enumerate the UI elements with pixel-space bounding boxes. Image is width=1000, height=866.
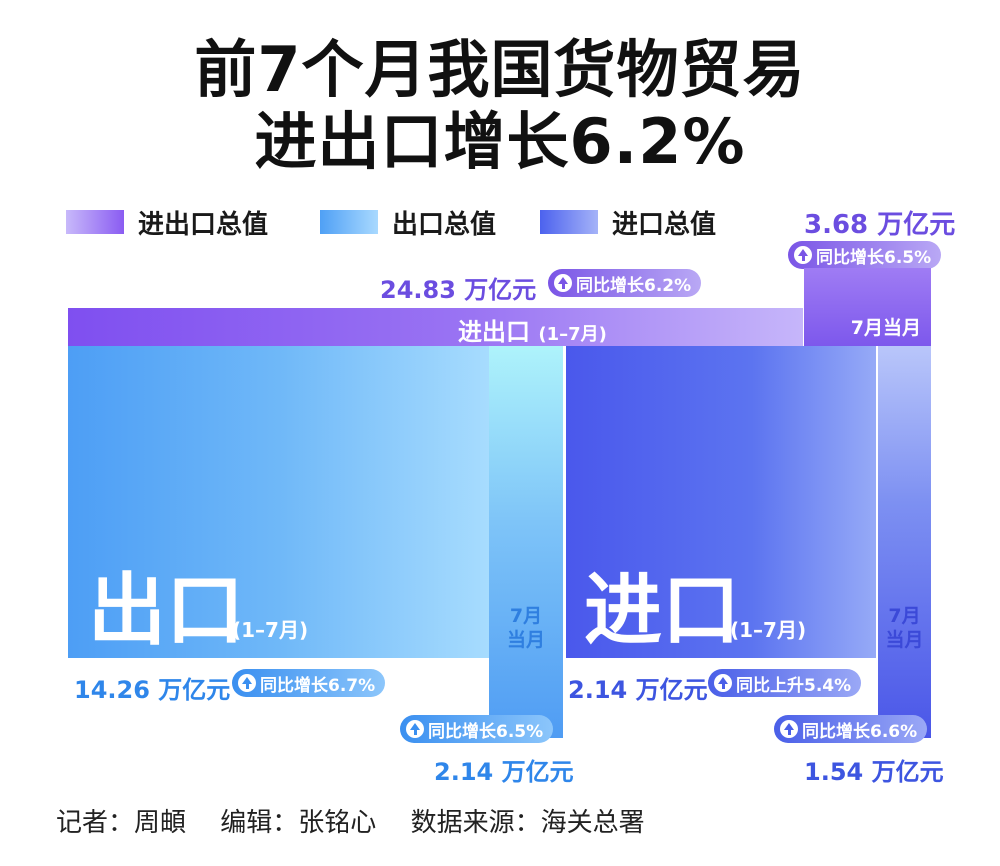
total-month-growth-text: 同比增长6.5% (816, 247, 932, 268)
editor-credit: 编辑：张铭心 (220, 808, 377, 838)
arrow-up-icon (554, 274, 572, 292)
total-ytd-value: 24.83 万亿元 (380, 276, 537, 304)
chart-title-line1: 前7个月我国货物贸易 (194, 33, 806, 106)
arrow-up-icon (780, 720, 798, 738)
import-month-label-2: 当月 (885, 629, 924, 651)
legend-item-import: 进口总值 (540, 204, 716, 240)
legend-item-export: 出口总值 (320, 204, 496, 240)
total-ytd-bar: 进出口 (1–7月) (68, 308, 803, 346)
export-month-label-1: 7月 (509, 605, 543, 627)
total-month-label: 7月当月 (850, 317, 921, 339)
export-ytd-bar: 出口 (1–7月) (68, 346, 489, 658)
total-ytd-growth-badge: 同比增长6.2% (548, 269, 702, 297)
source-credit: 数据来源：海关总署 (410, 808, 645, 838)
chart-title-line2: 进出口增长6.2% (254, 105, 746, 178)
import-month-growth-text: 同比增长6.6% (802, 721, 918, 742)
legend-label-total: 进出口总值 (138, 209, 269, 240)
import-ytd-bar: 进口 (1–7月) (566, 346, 876, 658)
total-month-value: 3.68 万亿元 (804, 210, 956, 240)
total-ytd-growth-text: 同比增长6.2% (576, 275, 692, 296)
arrow-up-icon (794, 246, 812, 264)
total-bar-label-main: 进出口 (458, 318, 530, 346)
import-ytd-value: 2.14 万亿元 (568, 676, 708, 704)
import-ytd-growth-text: 同比上升5.4% (736, 675, 852, 696)
total-month-growth-badge: 同比增长6.5% (788, 241, 942, 269)
arrow-up-icon (714, 674, 732, 692)
export-big-label: 出口 (88, 566, 245, 656)
legend-swatch-export (320, 210, 378, 234)
import-month-growth-badge: 同比增长6.6% (774, 715, 928, 743)
credits: 记者：周頔 编辑：张铭心 数据来源：海关总署 (56, 802, 671, 839)
export-ytd-growth-badge: 同比增长6.7% (232, 669, 386, 697)
import-month-label: 7月 当月 (878, 604, 931, 652)
export-ytd-growth-text: 同比增长6.7% (260, 675, 376, 696)
import-big-label: 进口 (584, 566, 741, 656)
import-month-value: 1.54 万亿元 (804, 758, 944, 786)
legend-label-import: 进口总值 (612, 209, 717, 240)
total-month-bar: 7月当月 (804, 268, 931, 346)
export-month-label-2: 当月 (506, 629, 545, 651)
legend-swatch-total (66, 210, 124, 234)
total-bar-label-period: (1–7月) (538, 324, 607, 345)
export-month-growth-text: 同比增长6.5% (428, 721, 544, 742)
import-ytd-growth-badge: 同比上升5.4% (708, 669, 862, 697)
export-month-label: 7月 当月 (489, 604, 563, 652)
legend-label-export: 出口总值 (392, 209, 497, 240)
export-month-growth-badge: 同比增长6.5% (400, 715, 554, 743)
total-bar-label: 进出口 (1–7月) (458, 312, 607, 347)
arrow-up-icon (238, 674, 256, 692)
export-ytd-value: 14.26 万亿元 (74, 676, 231, 704)
import-month-bar: 7月 当月 (878, 346, 931, 738)
import-month-label-1: 7月 (888, 605, 921, 627)
arrow-up-icon (406, 720, 424, 738)
export-month-value: 2.14 万亿元 (434, 758, 574, 786)
export-period-label: (1–7月) (232, 618, 309, 642)
legend-item-total: 进出口总值 (66, 204, 268, 240)
export-month-bar: 7月 当月 (489, 346, 563, 738)
legend-swatch-import (540, 210, 598, 234)
reporter-credit: 记者：周頔 (56, 808, 187, 838)
import-period-label: (1–7月) (730, 618, 807, 642)
